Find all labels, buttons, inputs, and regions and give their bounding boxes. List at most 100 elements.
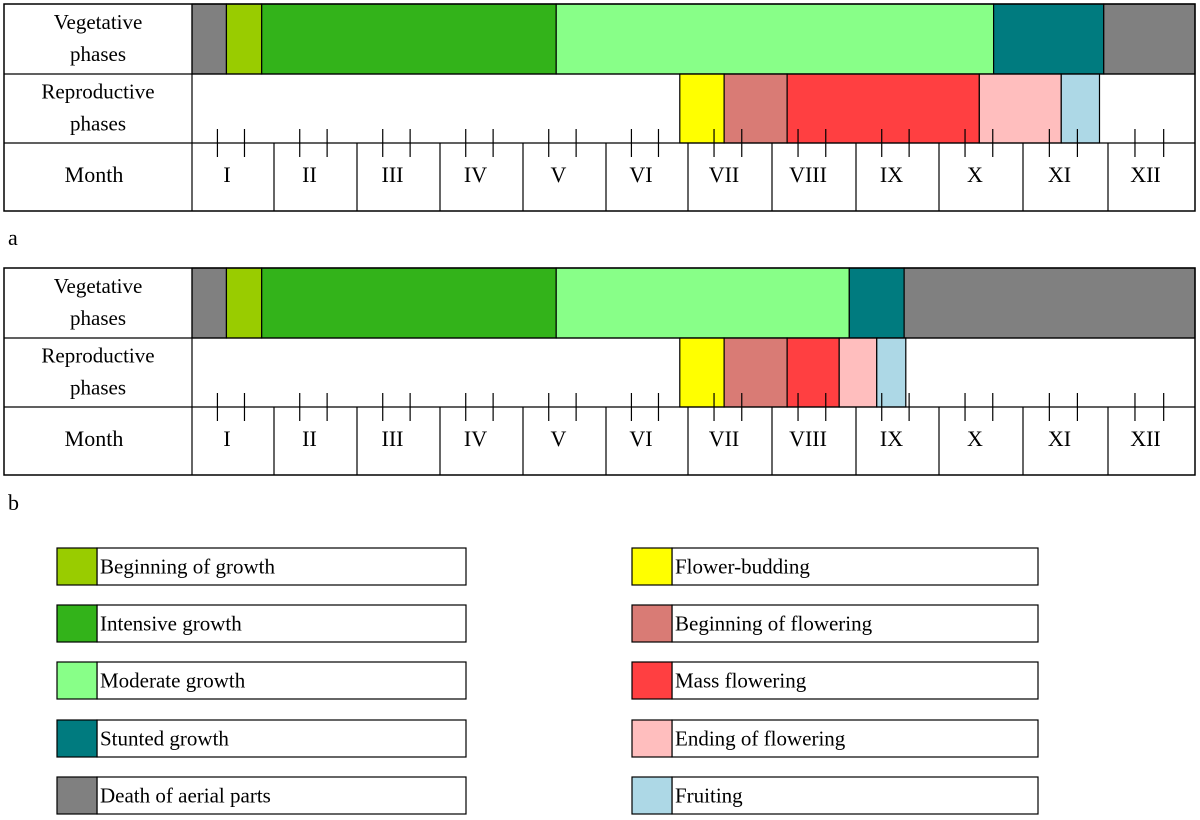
legend-label: Mass flowering	[675, 668, 807, 692]
month-numeral: VI	[629, 426, 652, 451]
legend-label: Moderate growth	[100, 668, 246, 692]
legend-swatch	[56, 719, 98, 758]
vegetative-bar-death	[191, 3, 228, 75]
reproductive-label-line1: Reproductive	[41, 79, 154, 103]
month-numeral: XI	[1048, 162, 1071, 187]
legend-item: Flower-budding	[631, 547, 1039, 586]
month-numeral: VI	[629, 162, 652, 187]
vegetative-label-line1: Vegetative	[54, 10, 143, 34]
legend-swatch	[631, 661, 673, 700]
reproductive-bar-mass_flower	[786, 73, 980, 144]
legend-label-box	[671, 719, 1039, 758]
legend-label-box	[96, 719, 467, 758]
month-numeral: VIII	[789, 162, 827, 187]
panel-tag: b	[8, 490, 19, 515]
month-numeral: X	[967, 162, 983, 187]
panel-b: Vegetative phases Reproductive phases Month I…	[3, 267, 1196, 515]
vegetative-bar-death	[191, 267, 228, 339]
vegetative-bar-stunted	[992, 3, 1105, 75]
legend-item: Moderate growth	[56, 661, 467, 700]
month-numeral: IX	[880, 162, 903, 187]
reproductive-bar-bud	[679, 337, 725, 408]
month-numeral: X	[967, 426, 983, 451]
month-numeral: IX	[880, 426, 903, 451]
legend-label-box	[96, 547, 467, 586]
legend-label: Flower-budding	[675, 554, 810, 578]
legend-label: Death of aerial parts	[100, 783, 271, 807]
legend-item: Fruiting	[631, 776, 1039, 815]
legend-label-box	[671, 661, 1039, 700]
reproductive-label-line1: Reproductive	[41, 343, 154, 367]
month-label: Month	[65, 426, 124, 451]
vegetative-label-line2: phases	[70, 306, 126, 330]
month-numeral: VII	[709, 162, 740, 187]
legend-item: Death of aerial parts	[56, 776, 467, 815]
month-numeral: XII	[1130, 162, 1161, 187]
vegetative-bar-stunted	[848, 267, 905, 339]
month-numeral: XI	[1048, 426, 1071, 451]
legend-item: Beginning of flowering	[631, 604, 1039, 643]
legend-swatch	[56, 547, 98, 586]
legend-label-box	[671, 776, 1039, 815]
vegetative-label-line2: phases	[70, 42, 126, 66]
legend-label: Stunted growth	[100, 726, 229, 750]
panel-tag: a	[8, 225, 18, 250]
vegetative-bar-intensive	[261, 3, 557, 75]
legend-label-box	[96, 604, 467, 643]
legend-item: Ending of flowering	[631, 719, 1039, 758]
legend-swatch	[56, 776, 98, 815]
reproductive-bar-bud	[679, 73, 725, 144]
month-numeral: IV	[464, 162, 487, 187]
month-numeral: XII	[1130, 426, 1161, 451]
legend-item: Intensive growth	[56, 604, 467, 643]
reproductive-label-line2: phases	[70, 111, 126, 135]
legend-label: Fruiting	[675, 783, 743, 807]
vegetative-bar-death	[1103, 3, 1196, 75]
legend-label: Beginning of flowering	[675, 611, 873, 635]
month-numeral: V	[551, 162, 567, 187]
month-numeral: V	[551, 426, 567, 451]
month-numeral: IV	[464, 426, 487, 451]
legend-item: Stunted growth	[56, 719, 467, 758]
month-numeral: I	[223, 162, 230, 187]
panel-frame	[3, 3, 1196, 212]
vegetative-label-line1: Vegetative	[54, 274, 143, 298]
reproductive-bar-mass_flower	[786, 337, 840, 408]
legend-swatch	[631, 719, 673, 758]
legend-label-box	[671, 547, 1039, 586]
legend: Beginning of growth Intensive growth Moder…	[56, 547, 1039, 815]
legend-label: Beginning of growth	[100, 554, 275, 578]
legend-label: Ending of flowering	[675, 726, 846, 750]
vegetative-bar-begin_growth	[225, 267, 263, 339]
panel-frame	[3, 267, 1196, 476]
month-numeral: VIII	[789, 426, 827, 451]
legend-label-box	[96, 776, 467, 815]
legend-swatch	[631, 776, 673, 815]
legend-swatch	[631, 547, 673, 586]
month-numeral: II	[302, 162, 317, 187]
legend-item: Beginning of growth	[56, 547, 467, 586]
legend-swatch	[56, 661, 98, 700]
legend-item: Mass flowering	[631, 661, 1039, 700]
reproductive-bar-begin_flower	[723, 337, 788, 408]
month-numeral: III	[382, 162, 404, 187]
reproductive-label-line2: phases	[70, 375, 126, 399]
legend-label: Intensive growth	[100, 611, 242, 635]
month-label: Month	[65, 162, 124, 187]
reproductive-bar-fruit	[1060, 73, 1101, 144]
month-numeral: I	[223, 426, 230, 451]
month-numeral: VII	[709, 426, 740, 451]
vegetative-bar-death	[903, 267, 1196, 339]
vegetative-bar-moderate	[555, 267, 850, 339]
vegetative-bar-moderate	[555, 3, 995, 75]
month-numeral: III	[382, 426, 404, 451]
vegetative-bar-intensive	[261, 267, 557, 339]
reproductive-bar-end_flower	[838, 337, 878, 408]
reproductive-bar-begin_flower	[723, 73, 788, 144]
vegetative-bar-begin_growth	[225, 3, 263, 75]
month-numeral: II	[302, 426, 317, 451]
panel-a: Vegetative phases Reproductive phases Month I…	[3, 3, 1196, 250]
legend-swatch	[56, 604, 98, 643]
reproductive-bar-fruit	[876, 337, 907, 408]
